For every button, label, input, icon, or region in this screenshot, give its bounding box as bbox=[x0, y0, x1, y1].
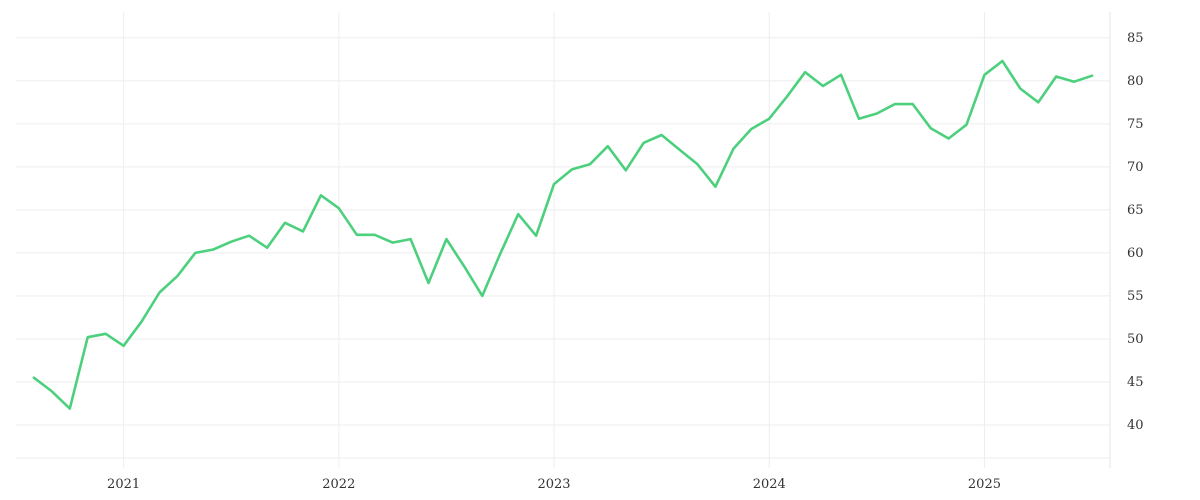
grid-lines bbox=[16, 12, 1110, 468]
x-tick-label: 2021 bbox=[107, 477, 140, 492]
y-tick-label: 40 bbox=[1127, 418, 1144, 433]
y-tick-label: 70 bbox=[1127, 160, 1144, 175]
x-tick-label: 2024 bbox=[753, 477, 786, 492]
y-tick-label: 85 bbox=[1127, 31, 1144, 46]
series-line-0 bbox=[32, 59, 1094, 410]
x-tick-label: 2023 bbox=[537, 477, 570, 492]
y-tick-label: 50 bbox=[1127, 332, 1144, 347]
y-tick-label: 65 bbox=[1127, 203, 1144, 218]
y-tick-label: 75 bbox=[1127, 117, 1144, 132]
x-tick-label: 2025 bbox=[968, 477, 1001, 492]
series-group bbox=[32, 59, 1094, 410]
y-tick-label: 80 bbox=[1127, 74, 1144, 89]
tick-labels: 40 45 50 55 60 65 70 75 80 85 2021 2022 2023 2024 2025 bbox=[107, 31, 1143, 492]
y-tick-label: 55 bbox=[1127, 289, 1144, 304]
y-tick-label: 45 bbox=[1127, 375, 1144, 390]
y-tick-label: 60 bbox=[1127, 246, 1144, 261]
x-tick-label: 2022 bbox=[322, 477, 355, 492]
